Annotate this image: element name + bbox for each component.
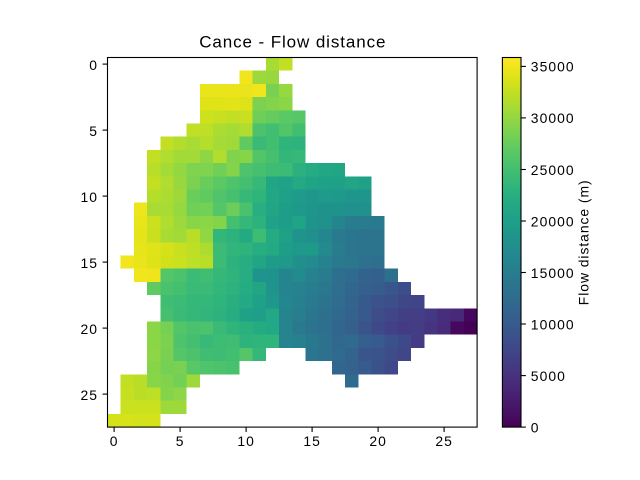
- svg-text:25: 25: [80, 387, 98, 403]
- svg-text:10000: 10000: [531, 316, 575, 332]
- svg-text:5: 5: [176, 433, 185, 449]
- svg-text:5000: 5000: [531, 368, 566, 384]
- svg-text:10: 10: [237, 433, 255, 449]
- svg-text:15000: 15000: [531, 265, 575, 281]
- svg-text:0: 0: [89, 57, 98, 73]
- svg-text:15: 15: [80, 255, 98, 271]
- svg-text:0: 0: [531, 419, 540, 435]
- svg-text:35000: 35000: [531, 59, 575, 75]
- svg-text:15: 15: [303, 433, 321, 449]
- svg-text:20: 20: [369, 433, 387, 449]
- svg-text:Flow distance (m): Flow distance (m): [575, 179, 591, 305]
- svg-text:0: 0: [110, 433, 119, 449]
- svg-text:10: 10: [80, 189, 98, 205]
- svg-text:20000: 20000: [531, 213, 575, 229]
- svg-text:5: 5: [89, 123, 98, 139]
- svg-text:25000: 25000: [531, 162, 575, 178]
- svg-text:30000: 30000: [531, 110, 575, 126]
- svg-text:Cance - Flow distance: Cance - Flow distance: [199, 33, 386, 52]
- svg-text:25: 25: [435, 433, 453, 449]
- svg-text:20: 20: [80, 321, 98, 337]
